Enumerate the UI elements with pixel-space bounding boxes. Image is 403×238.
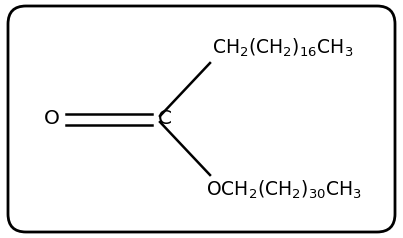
Text: O: O	[44, 109, 60, 129]
Text: OCH$_2$(CH$_2$)$_{30}$CH$_3$: OCH$_2$(CH$_2$)$_{30}$CH$_3$	[206, 179, 362, 201]
Text: C: C	[158, 109, 172, 129]
Text: CH$_2$(CH$_2$)$_{16}$CH$_3$: CH$_2$(CH$_2$)$_{16}$CH$_3$	[212, 37, 353, 59]
